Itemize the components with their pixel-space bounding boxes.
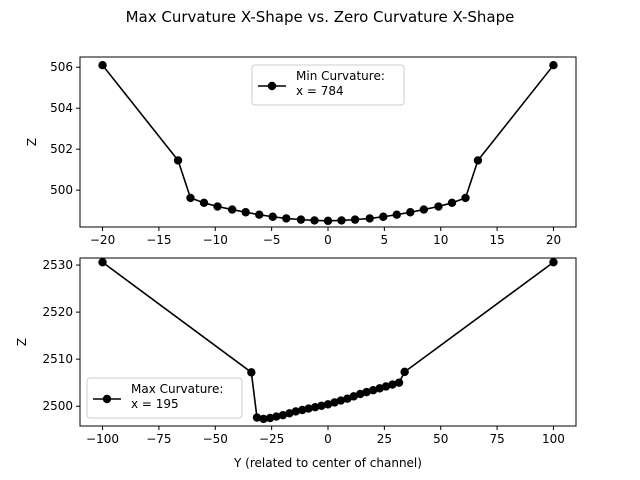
x-tick-label: 15 [489, 233, 504, 247]
data-point [98, 258, 107, 267]
legend-label: x = 195 [131, 397, 179, 411]
data-point [317, 401, 326, 410]
x-tick-label: −75 [146, 432, 171, 446]
data-point [379, 212, 388, 221]
data-point [368, 386, 378, 395]
x-tick-label: −100 [86, 432, 119, 446]
data-point [336, 396, 346, 405]
x-axis-label: Y (related to center of channel) [233, 456, 422, 470]
x-tick-label: −5 [263, 233, 281, 247]
x-tick-label: 25 [377, 432, 392, 446]
y-tick-label: 500 [50, 183, 73, 197]
data-point [400, 367, 409, 377]
y-tick-label: 506 [50, 60, 73, 74]
data-point [349, 392, 358, 401]
data-point [365, 214, 374, 223]
x-tick-label: 20 [546, 233, 561, 247]
data-point [343, 394, 352, 403]
y-tick-label: 2500 [42, 399, 73, 413]
data-point [186, 193, 195, 203]
x-tick-label: 10 [433, 233, 448, 247]
data-point [419, 205, 429, 214]
data-point [298, 405, 307, 415]
data-point [199, 198, 209, 208]
legend: Max Curvature:x = 195 [86, 377, 243, 419]
figure-suptitle: Max Curvature X-Shape vs. Zero Curvature… [126, 8, 515, 26]
data-point [323, 216, 333, 226]
data-point [282, 214, 291, 223]
data-point [268, 212, 277, 221]
x-tick-label: 75 [489, 432, 504, 446]
data-point [394, 378, 404, 387]
x-tick-label: −10 [203, 233, 228, 247]
data-point [296, 215, 306, 224]
data-point [255, 210, 264, 219]
x-tick-label: 0 [324, 432, 332, 446]
legend-label: Min Curvature: [296, 69, 385, 83]
data-point [549, 60, 558, 70]
x-tick-label: −15 [146, 233, 171, 247]
data-point [434, 202, 443, 211]
x-tick-label: −20 [90, 233, 115, 247]
x-tick-label: 5 [381, 233, 389, 247]
x-tick-label: 100 [542, 432, 565, 446]
legend-marker [102, 394, 112, 404]
legend-label: Max Curvature: [131, 382, 223, 396]
legend-label: x = 784 [296, 84, 344, 98]
data-point [381, 382, 391, 391]
bottom-chart: −100 −75 −50 −25 0 25 50 75 100 2500 2510 2520 2530 Z… [15, 257, 577, 470]
data-point [392, 210, 401, 219]
data-point [265, 413, 275, 423]
legend-frame [86, 377, 243, 419]
y-tick-label: 502 [50, 142, 73, 156]
x-tick-label: −50 [203, 432, 228, 446]
data-point [98, 60, 107, 70]
data-point [272, 412, 281, 421]
data-point [259, 414, 268, 424]
data-point [304, 404, 313, 413]
data-point [473, 156, 483, 165]
data-point [310, 216, 319, 225]
x-tick-label: 0 [324, 233, 332, 247]
data-point [406, 208, 415, 217]
data-point [447, 198, 457, 208]
data-point [330, 398, 339, 407]
data-point [350, 215, 360, 224]
y-tick-label: 2520 [42, 305, 73, 319]
y-axis-label: Z [25, 138, 39, 146]
data-point [323, 400, 333, 409]
y-tick-label: 504 [50, 101, 73, 115]
data-point [278, 410, 288, 420]
x-tick-label: 50 [433, 432, 448, 446]
data-point [388, 380, 397, 389]
legend-frame [251, 64, 405, 106]
data-point [285, 409, 294, 418]
y-tick-label: 2510 [42, 352, 73, 366]
data-point [291, 407, 300, 416]
data-point [549, 258, 558, 267]
data-point [213, 202, 222, 211]
x-tick-label: −25 [259, 432, 284, 446]
legend-marker [267, 81, 277, 91]
data-point [227, 205, 237, 214]
y-axis-label: Z [15, 338, 29, 346]
data-point [241, 208, 250, 217]
y-tick-label: 2530 [42, 258, 73, 272]
data-point [375, 384, 384, 393]
legend: Min Curvature:x = 784 [251, 64, 405, 106]
data-point [310, 402, 320, 412]
top-chart: −20 −15 −10 −5 0 5 10 15 20 500 502 504 506 Z Min Curv… [25, 56, 577, 247]
data-point [247, 368, 256, 377]
data-point [173, 156, 183, 165]
data-point [362, 387, 371, 397]
data-point [356, 389, 365, 399]
data-point [252, 413, 262, 422]
data-point [337, 216, 346, 225]
data-point [461, 193, 470, 203]
